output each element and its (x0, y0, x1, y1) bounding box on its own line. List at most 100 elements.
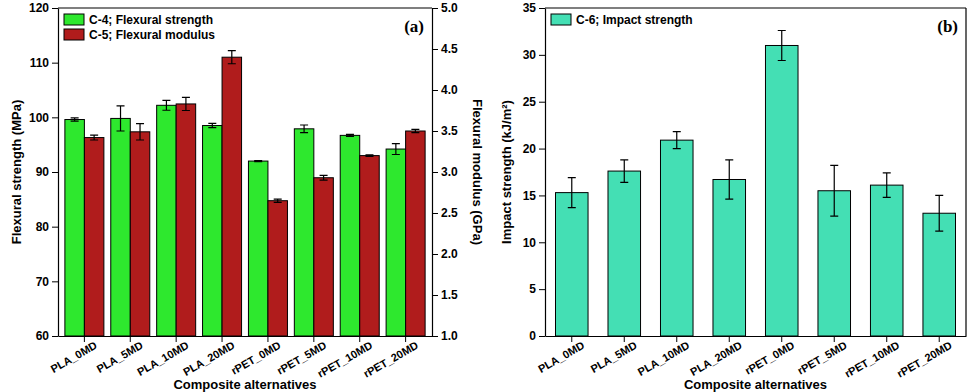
legend: C-6; Impact strength (551, 13, 693, 27)
error-bar (274, 199, 282, 202)
tick: 4.5 (432, 42, 458, 56)
plot-area (65, 51, 425, 336)
tick-mark (539, 55, 545, 56)
tick: 120 (29, 1, 58, 15)
error-bar (320, 175, 328, 180)
tick-mark (222, 336, 223, 342)
tick: 60 (36, 329, 58, 343)
tick: 30 (523, 48, 545, 62)
error-bar (778, 30, 786, 60)
y2-axis: 1.01.52.02.53.03.54.04.55.0 (432, 1, 458, 343)
tick-label: PLA_0MD (49, 339, 100, 375)
tick-mark (84, 336, 85, 342)
error-bar (228, 51, 236, 64)
tick-label: 3.0 (441, 165, 458, 179)
tick-mark (52, 172, 58, 173)
tick-label: 70 (36, 275, 50, 289)
tick-mark (676, 336, 677, 342)
tick-mark (432, 90, 438, 91)
axis-line (59, 336, 433, 337)
error-bar (208, 123, 216, 127)
tick-label: 4.0 (441, 83, 458, 97)
tick-mark (539, 289, 545, 290)
bar (268, 201, 288, 336)
tick-label: 15 (523, 189, 537, 203)
bar-series (555, 30, 955, 336)
tick-label: 80 (36, 220, 50, 234)
legend-swatch (64, 29, 84, 40)
tick-label: 5 (529, 282, 536, 296)
legend-swatch (64, 14, 84, 25)
tick-mark (432, 131, 438, 132)
tick-mark (52, 336, 58, 337)
legend-label: C-6; Impact strength (576, 13, 693, 27)
bar (923, 213, 956, 336)
tick: rPET_0MD (229, 336, 283, 377)
x-axis-title: Composite alternatives (684, 377, 827, 392)
bar (314, 178, 334, 336)
error-bar (300, 125, 308, 133)
tick: 35 (523, 1, 545, 15)
tick: rPET_20MD (895, 336, 954, 380)
tick-label: 3.5 (441, 124, 458, 138)
bar (111, 118, 131, 336)
tick-label: 1.0 (441, 329, 458, 343)
tick-mark (432, 49, 438, 50)
tick-mark (176, 336, 177, 342)
tick: PLA_5MD (588, 336, 639, 375)
tick: 1.0 (432, 329, 458, 343)
tick-mark (432, 336, 438, 337)
bar (765, 45, 798, 336)
bar-series (84, 51, 425, 336)
error-bar (392, 144, 400, 155)
tick-mark (52, 8, 58, 9)
error-bar (136, 124, 144, 140)
tick-label: PLA_20MD (181, 339, 237, 378)
tick-mark (313, 336, 314, 342)
tick: 90 (36, 165, 58, 179)
tick-mark (52, 117, 58, 118)
tick-mark (432, 172, 438, 173)
tick-label: 0 (529, 329, 536, 343)
tick-label: rPET_0MD (743, 339, 797, 377)
tick-mark (267, 336, 268, 342)
tick-mark (886, 336, 887, 342)
tick-label: 110 (30, 56, 50, 70)
y-axis: 05101520253035 (523, 1, 546, 343)
tick: 3.5 (432, 124, 458, 138)
tick-mark (52, 227, 58, 228)
tick: 3.0 (432, 165, 458, 179)
frame-line (58, 7, 432, 8)
tick-mark (52, 281, 58, 282)
y2-axis-title: Flexural modulus (GPa) (470, 99, 485, 245)
tick-label: 100 (29, 111, 49, 125)
error-bar (935, 195, 943, 231)
bar (203, 126, 223, 336)
y-axis-title: Impact strength (kJ/m²) (499, 100, 514, 244)
frame-line (965, 8, 966, 336)
bar (713, 179, 746, 336)
tick: rPET_5MD (795, 336, 849, 377)
error-bar (162, 100, 170, 110)
tick-mark (432, 295, 438, 296)
legend: C-4; Flexural strengthC-5; Flexural modu… (64, 13, 215, 42)
error-bar (568, 178, 576, 208)
tick: rPET_0MD (743, 336, 797, 377)
tick: 5.0 (432, 1, 458, 15)
tick: 20 (523, 142, 545, 156)
tick: PLA_10MD (636, 336, 692, 378)
tick-label: PLA_0MD (536, 339, 587, 375)
tick: 15 (523, 189, 545, 203)
axis-line (58, 9, 59, 337)
error-bar (673, 132, 681, 149)
tick: 25 (523, 95, 545, 109)
error-bar (830, 165, 838, 216)
tick: 2.5 (432, 206, 458, 220)
tick: 70 (36, 275, 58, 289)
y-axis-title: Flexural strength (MPa) (9, 100, 24, 244)
error-bar (883, 173, 891, 197)
tick: 0 (529, 329, 545, 343)
tick-mark (432, 254, 438, 255)
bar (608, 171, 641, 336)
tick-mark (539, 336, 545, 337)
